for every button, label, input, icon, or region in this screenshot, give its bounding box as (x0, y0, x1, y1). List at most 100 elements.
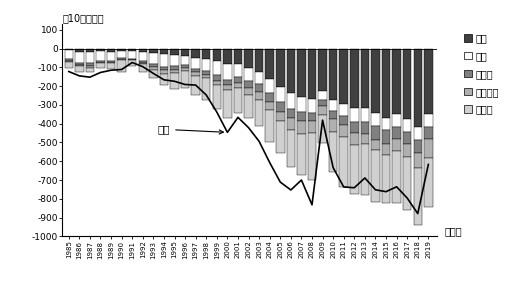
Bar (96, 49, 105, 51)
Bar (340, 49, 348, 104)
Bar (340, 104, 348, 116)
Bar (181, 65, 189, 68)
Bar (86, 49, 94, 52)
Bar (297, 135, 306, 175)
Bar (308, 113, 316, 121)
Bar (393, 49, 401, 114)
Bar (233, 77, 242, 83)
Bar (213, 85, 221, 109)
Bar (244, 81, 253, 88)
Bar (276, 49, 284, 87)
Bar (255, 92, 263, 99)
Bar (138, 49, 147, 52)
Bar (233, 83, 242, 88)
Bar (128, 51, 136, 59)
Bar (361, 134, 369, 144)
Bar (170, 66, 179, 70)
Bar (118, 58, 126, 60)
Bar (287, 118, 295, 130)
Bar (266, 102, 274, 110)
Bar (297, 121, 306, 135)
Bar (213, 62, 221, 75)
Bar (75, 66, 84, 72)
Bar (181, 56, 189, 65)
Bar (128, 59, 136, 60)
Bar (160, 67, 168, 70)
Bar (118, 60, 126, 72)
Bar (233, 64, 242, 77)
Bar (413, 127, 422, 140)
Bar (138, 61, 147, 63)
Bar (107, 52, 115, 61)
Bar (308, 133, 316, 180)
Bar (75, 65, 84, 66)
Bar (255, 49, 263, 72)
Text: 世界: 世界 (158, 124, 224, 134)
Bar (393, 114, 401, 127)
Bar (170, 49, 179, 55)
Bar (86, 52, 94, 63)
Bar (287, 109, 295, 118)
Bar (287, 49, 295, 92)
Bar (149, 67, 158, 70)
Bar (361, 108, 369, 122)
Text: （10億ドル）: （10億ドル） (62, 13, 104, 23)
Bar (213, 75, 221, 81)
Bar (128, 49, 136, 51)
Bar (181, 71, 189, 88)
Bar (297, 112, 306, 121)
Bar (223, 90, 231, 118)
Bar (350, 122, 358, 133)
Bar (191, 58, 200, 68)
Bar (287, 92, 295, 109)
Bar (424, 139, 433, 158)
Bar (149, 70, 158, 78)
Bar (297, 49, 306, 97)
Bar (403, 132, 411, 144)
Bar (160, 54, 168, 67)
Bar (340, 125, 348, 138)
Bar (191, 49, 200, 58)
Bar (181, 49, 189, 56)
Bar (393, 127, 401, 139)
Bar (329, 100, 337, 111)
Bar (233, 49, 242, 64)
Bar (160, 74, 168, 85)
Bar (382, 49, 391, 118)
Bar (413, 168, 422, 225)
Bar (149, 49, 158, 53)
Bar (350, 133, 358, 145)
Bar (255, 84, 263, 92)
Bar (266, 79, 274, 93)
Bar (424, 158, 433, 207)
Bar (393, 139, 401, 151)
Bar (255, 99, 263, 126)
Bar (297, 97, 306, 112)
Bar (138, 52, 147, 61)
Bar (86, 66, 94, 68)
Bar (382, 144, 391, 155)
Bar (371, 126, 380, 140)
Bar (350, 108, 358, 122)
Bar (191, 72, 200, 76)
Bar (413, 153, 422, 168)
Bar (329, 111, 337, 119)
Bar (202, 75, 211, 78)
Bar (202, 78, 211, 100)
Bar (75, 49, 84, 52)
Bar (276, 87, 284, 102)
Bar (424, 127, 433, 139)
Bar (191, 68, 200, 72)
Bar (318, 91, 327, 99)
Bar (393, 151, 401, 203)
Bar (340, 138, 348, 187)
Bar (213, 49, 221, 62)
Bar (223, 80, 231, 85)
Bar (223, 85, 231, 90)
Bar (318, 115, 327, 143)
Bar (118, 51, 126, 58)
Bar (118, 49, 126, 51)
Bar (170, 73, 179, 89)
Bar (287, 130, 295, 167)
Bar (202, 59, 211, 71)
